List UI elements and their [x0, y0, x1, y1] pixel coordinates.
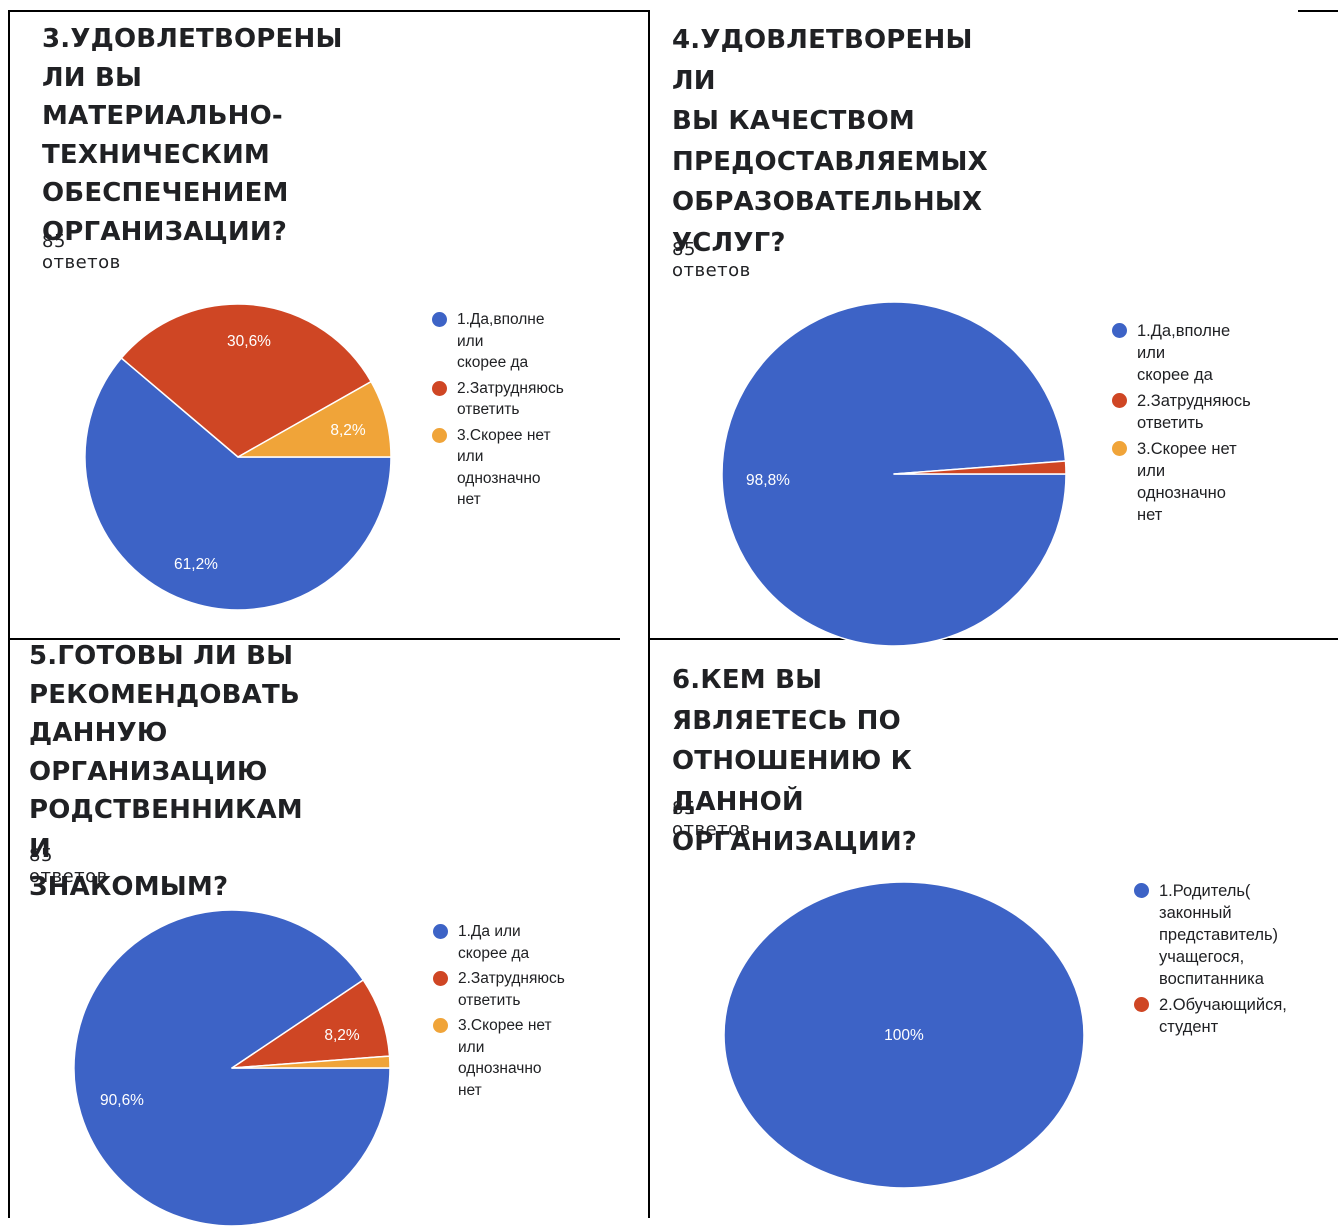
legend-label: 1.Да,вполне или [1137, 322, 1231, 362]
legend-color-dot [1134, 883, 1149, 898]
legend-label: однозначно нет [457, 469, 541, 509]
legend-label: законный [1159, 904, 1232, 922]
legend-label: 1.Да,вполне или [457, 311, 545, 350]
legend-label: скорее да [1137, 366, 1213, 384]
legend-color-dot [1112, 323, 1127, 338]
response-count: 85 ответов [29, 845, 108, 887]
response-count: 85 ответов [672, 798, 751, 840]
pie-chart: 100% [723, 881, 1085, 1189]
legend-item-2: 2.Затрудняюсь ответить [1112, 390, 1251, 434]
legend-label: однозначно нет [458, 1060, 542, 1099]
legend-label: 2.Затрудняюсь [458, 970, 565, 987]
pie-slice-3 [231, 1055, 391, 1069]
legend-item-3: 3.Скорее нет или однозначно нет [432, 425, 564, 511]
pie-chart: 90,6% 8,2% [73, 909, 391, 1226]
legend-color-dot [1112, 393, 1127, 408]
response-count: 85 ответов [672, 239, 751, 281]
pie-slice-label: 100% [884, 1027, 924, 1044]
legend-label: воспитанника [1159, 970, 1264, 988]
chart-title: 5.ГОТОВЫ ЛИ ВЫ РЕКОМЕНДОВАТЬ ДАННУЮ ОРГА… [29, 641, 303, 902]
legend-label: скорее да [457, 354, 529, 371]
chart-legend: 1.Да,вполне или скорее да 2.Затрудняюсь отв… [432, 309, 564, 515]
pie-slice-label: 8,2% [324, 1027, 360, 1044]
chart-legend: 1.Да или скорее да 2.Затрудняюсь ответить 3… [433, 921, 565, 1105]
grid-middle [648, 10, 650, 1218]
pie-slice-1 [73, 909, 391, 1226]
pie-chart: 98,8% [721, 301, 1067, 647]
legend-item-2: 2.Затрудняюсь ответить [432, 378, 564, 421]
legend-item-3: 3.Скорее нет или однозначно нет [433, 1015, 565, 1101]
grid-top-left [8, 10, 649, 12]
legend-label: 2.Обучающийся, [1159, 996, 1287, 1014]
legend-label: 3.Скорее нет или [458, 1017, 552, 1056]
legend-color-dot [432, 312, 447, 327]
legend-label: ответить [458, 991, 521, 1009]
legend-label: ответить [457, 401, 520, 418]
legend-color-dot [432, 427, 447, 443]
chart-title: 6.КЕМ ВЫ ЯВЛЯЕТЕСЬ ПО ОТНОШЕНИЮ К ДАННОЙ… [672, 665, 918, 857]
pie-slice-2 [120, 303, 372, 458]
grid-horizontal-left [8, 638, 620, 640]
pie-chart: 61,2% 30,6% 8,2% [84, 303, 392, 611]
pie-slice-label: 30,6% [227, 333, 271, 350]
legend-label: 1.Родитель( [1159, 882, 1251, 900]
legend-color-dot [432, 380, 447, 396]
legend-label: ответить [1137, 414, 1204, 432]
legend-item-1: 1.Да,вполне или скорее да [432, 309, 564, 374]
legend-color-dot [1112, 441, 1127, 456]
legend-color-dot [1134, 997, 1149, 1012]
pie-slice-1 [723, 881, 1085, 1189]
legend-label: 3.Скорее нет или [1137, 440, 1237, 480]
pie-slice-label: 8,2% [330, 422, 366, 439]
response-count: 85 ответов [42, 231, 121, 273]
legend-label: однозначно нет [1137, 484, 1226, 524]
legend-item-1: 1.Родитель( законный представитель) учащего… [1134, 880, 1287, 990]
grid-horizontal-right [648, 638, 1338, 640]
chart-title: 3.УДОВЛЕТВОРЕНЫ ЛИ ВЫ МАТЕРИАЛЬНО- ТЕХНИ… [42, 24, 343, 247]
legend-color-dot [433, 971, 448, 986]
grid-top-right [1298, 10, 1338, 12]
legend-label: 2.Затрудняюсь [457, 379, 564, 397]
pie-slice-2 [893, 460, 1067, 475]
legend-item-2: 2.Обучающийся, студент [1134, 994, 1287, 1038]
pie-slice-label: 98,8% [746, 472, 790, 489]
pie-slice-3 [237, 380, 392, 458]
pie-slice-1 [84, 357, 392, 611]
legend-label: студент [1159, 1018, 1219, 1036]
legend-color-dot [433, 1018, 448, 1033]
grid-left [8, 10, 10, 1218]
legend-label: учащегося, [1159, 948, 1245, 966]
legend-color-dot [433, 924, 448, 939]
legend-label: 1.Да или скорее да [458, 923, 530, 962]
pie-slice-label: 61,2% [174, 556, 218, 573]
legend-item-1: 1.Да,вполне или скорее да [1112, 320, 1251, 386]
chart-title: 4.УДОВЛЕТВОРЕНЫ ЛИ ВЫ КАЧЕСТВОМ ПРЕДОСТА… [672, 25, 988, 258]
legend-item-1: 1.Да или скорее да [433, 921, 565, 964]
legend-label: представитель) [1159, 926, 1279, 944]
pie-slice-label: 90,6% [100, 1092, 144, 1109]
chart-legend: 1.Родитель( законный представитель) учащего… [1134, 880, 1287, 1042]
legend-label: 3.Скорее нет или [457, 426, 551, 466]
chart-legend: 1.Да,вполне или скорее да 2.Затрудняюсь отв… [1112, 320, 1251, 530]
legend-item-2: 2.Затрудняюсь ответить [433, 968, 565, 1011]
legend-label: 2.Затрудняюсь [1137, 392, 1251, 410]
legend-item-3: 3.Скорее нет или однозначно нет [1112, 438, 1251, 526]
